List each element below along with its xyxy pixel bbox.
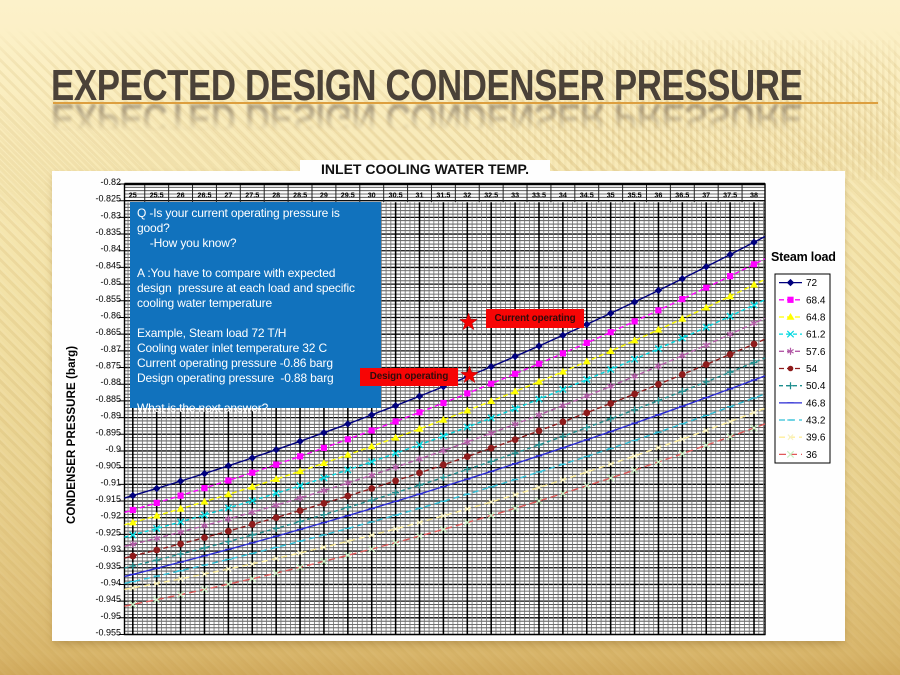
svg-text:39.6: 39.6 bbox=[806, 433, 826, 444]
svg-text:68.4: 68.4 bbox=[806, 295, 826, 306]
svg-text:54: 54 bbox=[806, 364, 818, 375]
svg-text:57.6: 57.6 bbox=[806, 347, 826, 358]
svg-text:-0.885: -0.885 bbox=[95, 394, 121, 404]
svg-text:36: 36 bbox=[806, 450, 818, 461]
svg-text:38: 38 bbox=[750, 191, 758, 200]
svg-text:29.5: 29.5 bbox=[341, 191, 355, 200]
svg-text:-0.93: -0.93 bbox=[100, 544, 121, 554]
svg-text:30.5: 30.5 bbox=[389, 191, 403, 200]
svg-text:28: 28 bbox=[272, 191, 280, 200]
svg-text:35: 35 bbox=[607, 191, 615, 200]
svg-text:37.5: 37.5 bbox=[723, 191, 737, 200]
svg-text:-0.95: -0.95 bbox=[100, 611, 121, 621]
svg-text:25: 25 bbox=[129, 191, 137, 200]
svg-text:30: 30 bbox=[368, 191, 376, 200]
svg-text:33: 33 bbox=[511, 191, 519, 200]
svg-text:-0.905: -0.905 bbox=[95, 461, 121, 471]
svg-text:72: 72 bbox=[806, 278, 818, 289]
svg-text:61.2: 61.2 bbox=[806, 330, 826, 341]
svg-text:37: 37 bbox=[702, 191, 710, 200]
svg-text:-0.895: -0.895 bbox=[95, 427, 121, 437]
svg-text:46.8: 46.8 bbox=[806, 398, 826, 409]
svg-text:33.5: 33.5 bbox=[532, 191, 546, 200]
svg-text:32: 32 bbox=[463, 191, 471, 200]
svg-text:25.5: 25.5 bbox=[150, 191, 164, 200]
svg-text:-0.88: -0.88 bbox=[100, 377, 121, 387]
svg-text:-0.83: -0.83 bbox=[100, 210, 121, 220]
svg-text:-0.915: -0.915 bbox=[95, 494, 121, 504]
svg-text:27: 27 bbox=[224, 191, 232, 200]
svg-text:-0.92: -0.92 bbox=[100, 511, 121, 521]
svg-text:36.5: 36.5 bbox=[675, 191, 689, 200]
svg-text:50.4: 50.4 bbox=[806, 381, 826, 392]
svg-text:31.5: 31.5 bbox=[436, 191, 450, 200]
svg-text:27.5: 27.5 bbox=[245, 191, 259, 200]
svg-text:-0.825: -0.825 bbox=[95, 194, 121, 204]
svg-text:-0.855: -0.855 bbox=[95, 294, 121, 304]
svg-text:34: 34 bbox=[559, 191, 567, 200]
svg-text:-0.835: -0.835 bbox=[95, 227, 121, 237]
svg-text:36: 36 bbox=[654, 191, 662, 200]
svg-text:-0.925: -0.925 bbox=[95, 527, 121, 537]
svg-text:-0.82: -0.82 bbox=[100, 177, 121, 187]
svg-text:-0.955: -0.955 bbox=[95, 628, 121, 638]
svg-text:-0.84: -0.84 bbox=[100, 244, 121, 254]
svg-text:-0.845: -0.845 bbox=[95, 260, 121, 270]
svg-text:26.5: 26.5 bbox=[198, 191, 212, 200]
svg-text:-0.945: -0.945 bbox=[95, 594, 121, 604]
svg-text:43.2: 43.2 bbox=[806, 416, 826, 427]
svg-text:-0.87: -0.87 bbox=[100, 344, 121, 354]
svg-text:31: 31 bbox=[416, 191, 424, 200]
svg-text:-0.935: -0.935 bbox=[95, 561, 121, 571]
svg-text:26: 26 bbox=[177, 191, 185, 200]
svg-text:-0.91: -0.91 bbox=[100, 477, 121, 487]
svg-text:-0.875: -0.875 bbox=[95, 361, 121, 371]
svg-text:-0.94: -0.94 bbox=[100, 577, 121, 587]
svg-text:28.5: 28.5 bbox=[293, 191, 307, 200]
svg-text:34.5: 34.5 bbox=[580, 191, 594, 200]
svg-text:64.8: 64.8 bbox=[806, 313, 826, 324]
svg-text:-0.85: -0.85 bbox=[100, 277, 121, 287]
svg-text:-0.89: -0.89 bbox=[100, 411, 121, 421]
svg-text:-0.9: -0.9 bbox=[105, 444, 121, 454]
svg-text:29: 29 bbox=[320, 191, 328, 200]
svg-text:35.5: 35.5 bbox=[628, 191, 642, 200]
svg-text:32.5: 32.5 bbox=[484, 191, 498, 200]
svg-text:-0.86: -0.86 bbox=[100, 311, 121, 321]
svg-text:-0.865: -0.865 bbox=[95, 327, 121, 337]
